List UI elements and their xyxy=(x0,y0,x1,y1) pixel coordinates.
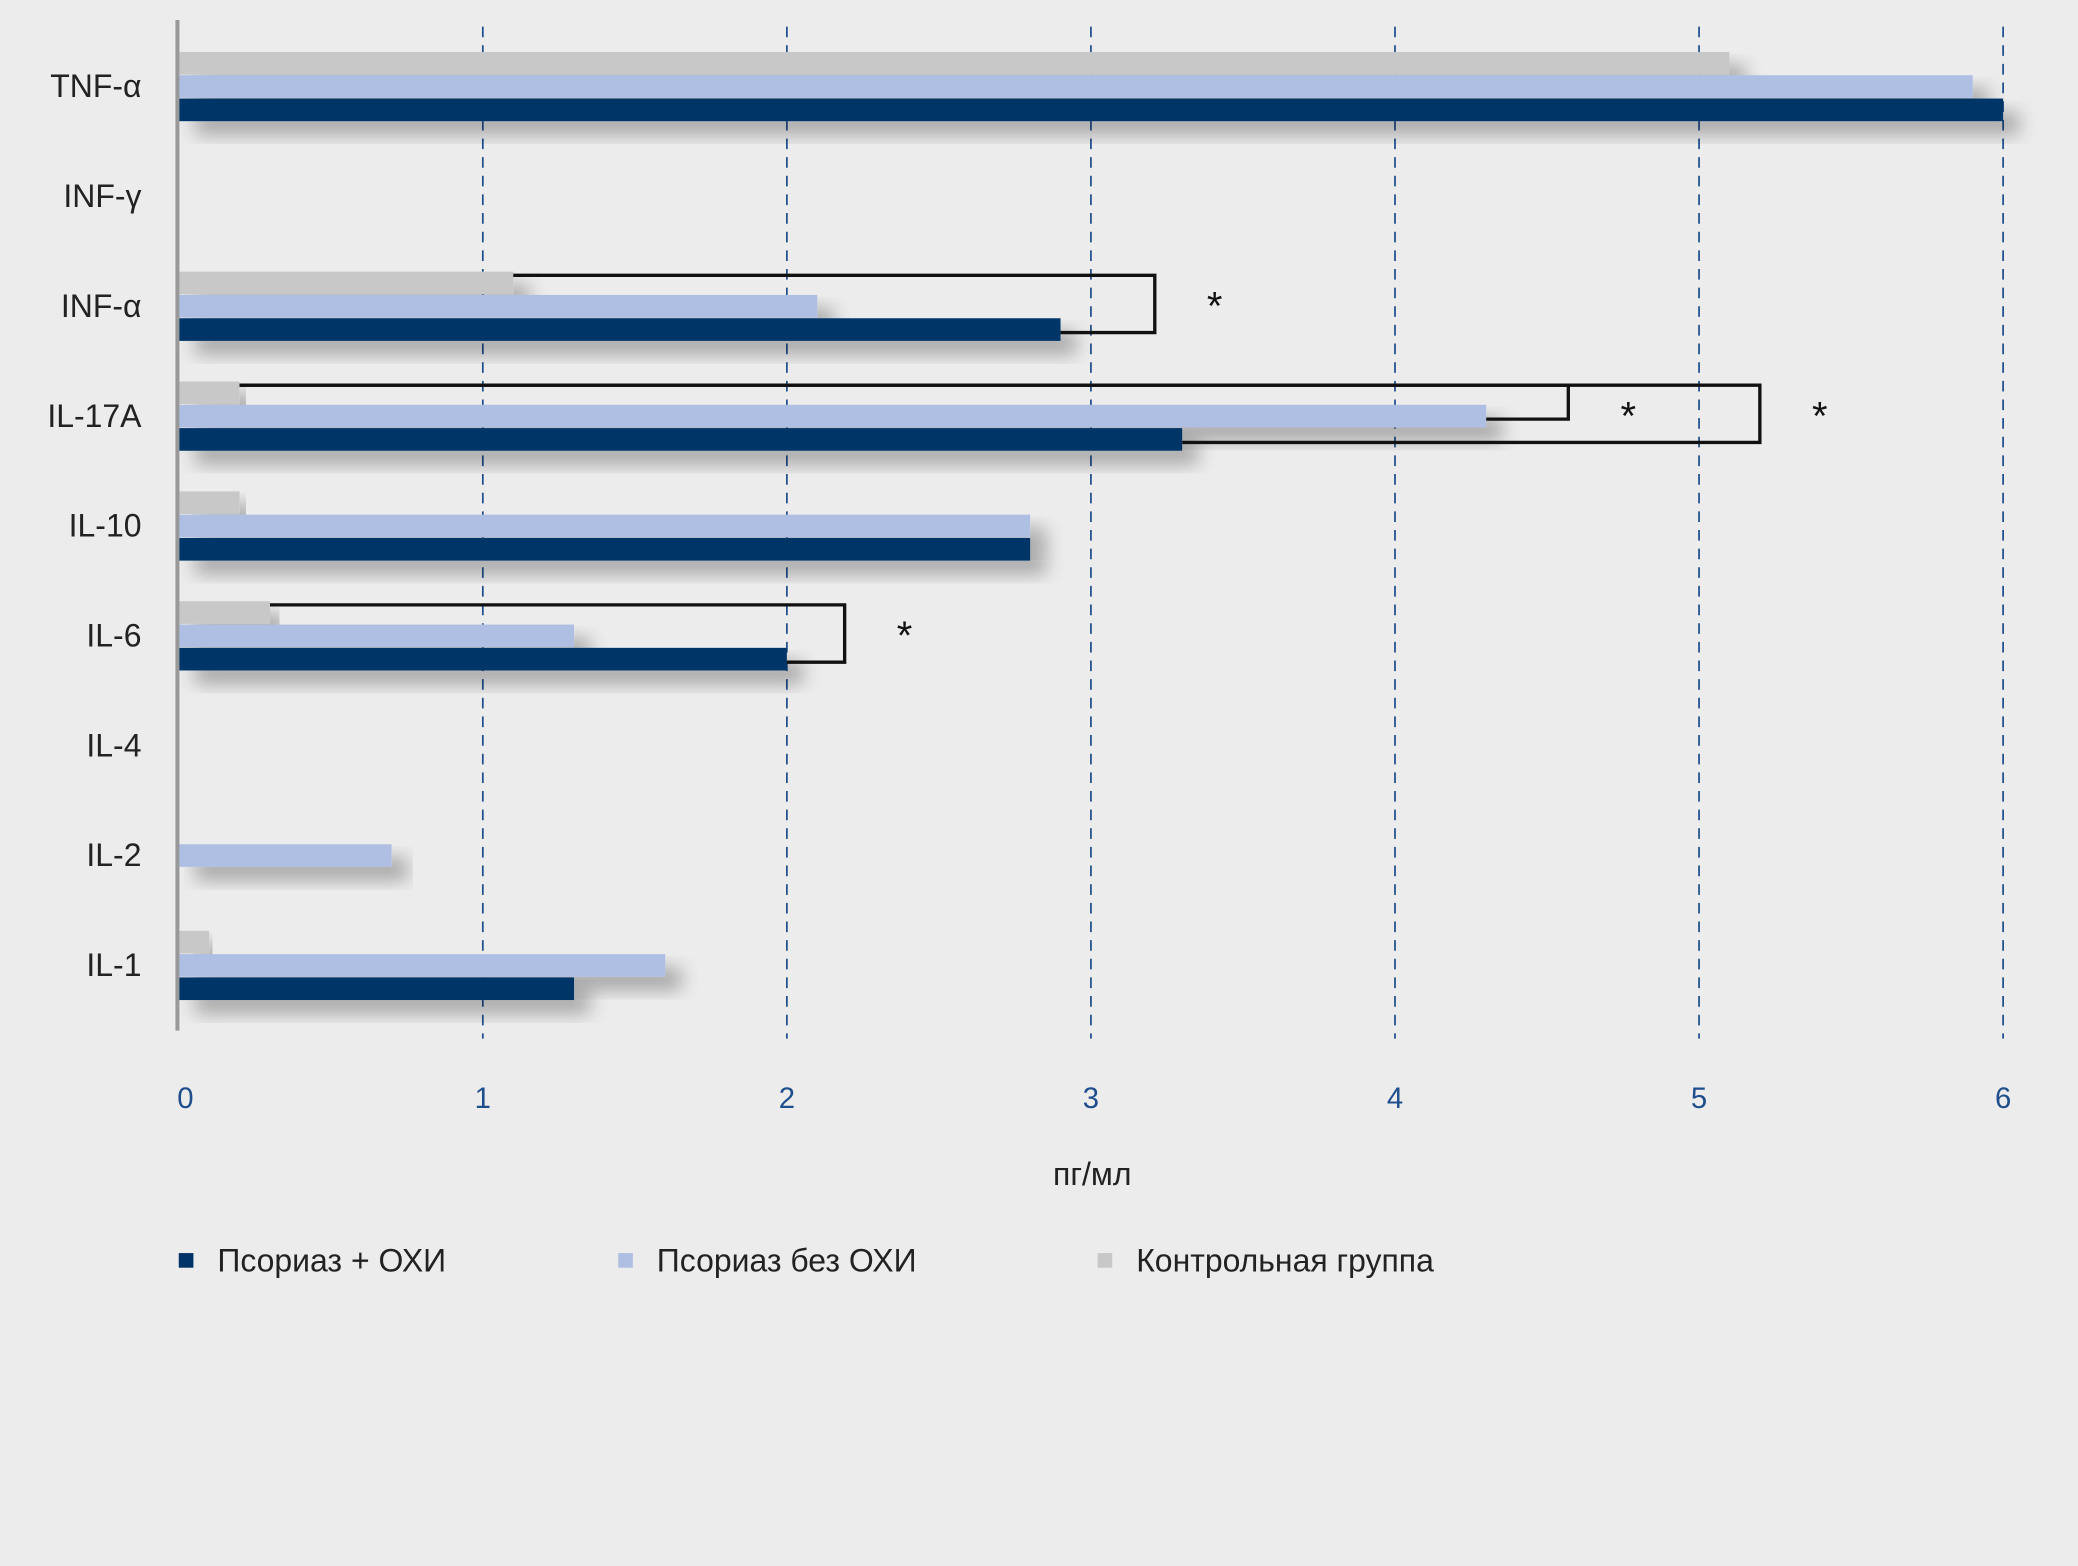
significance-bracket xyxy=(269,603,847,664)
significance-asterisk: * xyxy=(1620,394,1636,438)
significance-asterisk: * xyxy=(1812,394,1828,438)
legend-label: Псориаз без ОХИ xyxy=(657,1243,917,1279)
x-tick-label: 6 xyxy=(1995,1082,2011,1115)
x-tick-label: 5 xyxy=(1691,1082,1707,1115)
bar xyxy=(178,75,1973,98)
category-label: IL-10 xyxy=(69,508,142,544)
legend-swatch xyxy=(1097,1253,1113,1268)
x-tick-label: 2 xyxy=(779,1082,795,1115)
bar xyxy=(178,977,575,1001)
x-tick-label: 0 xyxy=(177,1082,193,1115)
x-tick-label: 3 xyxy=(1083,1082,1099,1115)
bar xyxy=(178,491,240,515)
category-label: IL-2 xyxy=(86,837,141,873)
gridlines xyxy=(481,26,2004,1039)
bar xyxy=(178,844,392,867)
significance-asterisk: * xyxy=(1207,285,1223,329)
significance-bracket xyxy=(513,273,1157,335)
bar xyxy=(178,318,1061,341)
bar xyxy=(178,404,1487,428)
bar xyxy=(178,294,818,318)
category-label: IL-4 xyxy=(86,727,141,763)
significance-bracket xyxy=(239,383,1762,445)
bar xyxy=(178,601,270,624)
category-label: IL-1 xyxy=(86,947,141,983)
significance-brackets: * * * * xyxy=(239,273,1828,664)
legend-swatch xyxy=(178,1253,194,1268)
x-tick-label: 1 xyxy=(475,1082,491,1115)
category-label: INF-α xyxy=(61,288,142,324)
bar xyxy=(178,271,514,295)
legend: Псориаз + ОХИ Псориаз без ОХИ Контрольная … xyxy=(178,1243,1434,1279)
x-tick-labels: 0 1 2 3 4 5 6 xyxy=(177,1082,2011,1115)
category-label: IL-6 xyxy=(86,618,141,654)
bar xyxy=(178,930,210,954)
bar xyxy=(178,954,666,977)
x-axis-label: пг/мл xyxy=(1053,1156,1131,1192)
category-label: INF-γ xyxy=(63,178,141,214)
legend-swatch xyxy=(618,1253,633,1268)
bar xyxy=(178,624,575,648)
legend-label: Псориаз + ОХИ xyxy=(217,1243,446,1279)
bar xyxy=(178,428,1183,451)
category-label: IL-17A xyxy=(47,398,142,434)
category-labels: TNF-α INF-γ INF-α IL-17A IL-10 IL-6 IL-4 IL-2 IL… xyxy=(47,68,142,983)
legend-label: Контрольная группа xyxy=(1136,1243,1434,1279)
bar xyxy=(178,537,1031,561)
bar xyxy=(178,514,1031,538)
bar xyxy=(178,647,787,671)
bar xyxy=(178,381,240,405)
category-label: TNF-α xyxy=(50,68,141,104)
bars xyxy=(178,51,2004,1001)
significance-asterisk: * xyxy=(897,614,913,658)
bar xyxy=(178,98,2004,122)
bar xyxy=(178,51,1730,75)
x-tick-label: 4 xyxy=(1387,1082,1403,1115)
